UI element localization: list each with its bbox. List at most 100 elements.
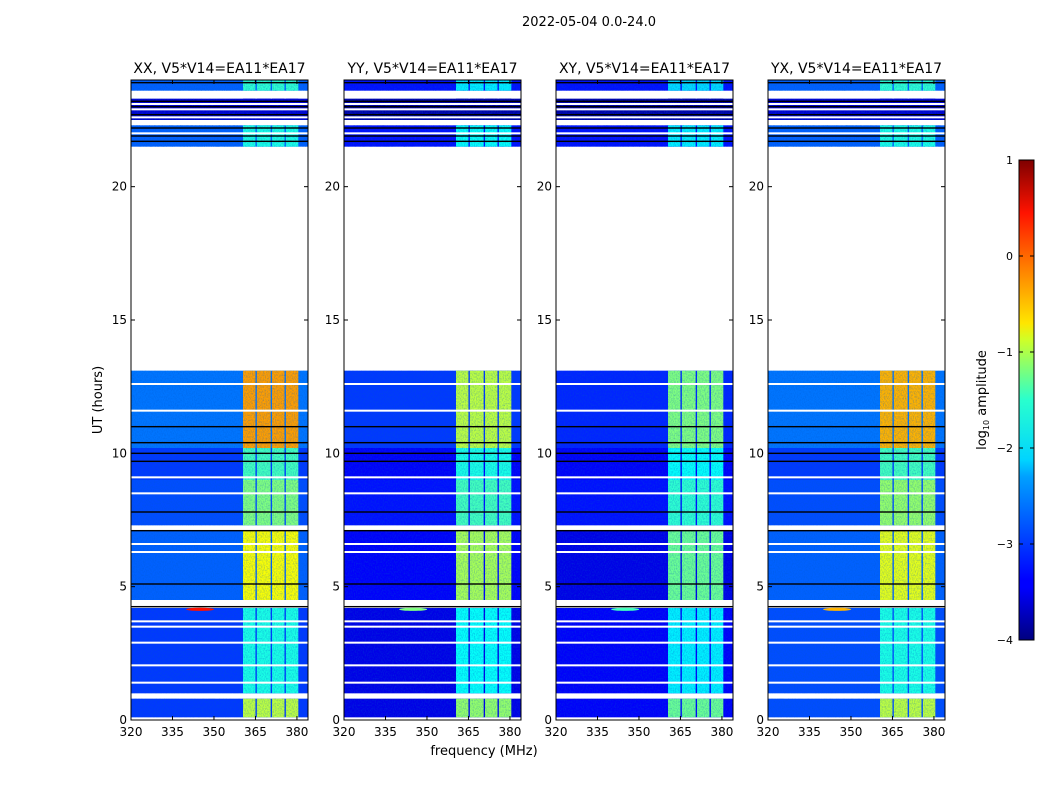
flag-line-white <box>556 620 733 623</box>
heatmap <box>344 80 521 718</box>
flag-line-white <box>344 551 521 553</box>
flag-line-white <box>768 132 945 135</box>
figure-title: 2022-05-04 0.0-24.0 <box>522 15 656 30</box>
y-tick-label: 15 <box>749 313 764 327</box>
noise-texture <box>556 370 733 448</box>
flag-line-white <box>344 543 521 545</box>
flag-line-black <box>556 425 733 428</box>
y-tick-label: 5 <box>332 580 340 594</box>
flag-line-white <box>131 492 308 495</box>
x-tick-label: 335 <box>374 725 397 739</box>
x-tick-label: 320 <box>333 725 356 739</box>
x-axis-label: frequency (MHz) <box>430 744 537 759</box>
flag-line-black <box>131 140 308 143</box>
flag-line-white <box>131 383 308 385</box>
flag-line-black <box>556 511 733 513</box>
flag-line-white <box>768 681 945 684</box>
y-tick-label: 0 <box>332 713 340 727</box>
rfi-spike <box>186 607 215 611</box>
panel-title: XX, V5*V14=EA11*EA17 <box>133 61 305 77</box>
noise-texture <box>131 80 308 91</box>
rfi-spike <box>611 607 640 611</box>
heatmap <box>131 80 308 718</box>
flag-line-black <box>131 583 308 585</box>
y-axis-label: UT (hours) <box>91 366 106 434</box>
flag-line-black <box>556 452 733 455</box>
panel-0: XX, V5*V14=EA11*EA17 320 335 350 365 380 0 5 10 1… <box>112 61 309 739</box>
flag-line-white <box>768 620 945 623</box>
noise-texture <box>131 530 308 600</box>
flag-line-white <box>768 108 945 111</box>
flag-line-white <box>556 641 733 644</box>
flag-line-white <box>556 664 733 667</box>
y-tick-label: 5 <box>756 580 764 594</box>
x-tick-label: 350 <box>628 725 651 739</box>
noise-texture <box>768 80 945 91</box>
y-tick-label: 0 <box>756 713 764 727</box>
flag-line-black <box>768 140 945 143</box>
panel-3: YX, V5*V14=EA11*EA17 320 335 350 365 380 0 5 10 1… <box>749 61 946 739</box>
y-tick-label: 10 <box>112 446 127 460</box>
flag-line-black <box>131 113 308 116</box>
noise-texture <box>131 480 308 526</box>
y-tick-label: 20 <box>112 180 127 194</box>
y-tick-label: 15 <box>537 313 552 327</box>
noise-texture <box>344 530 521 600</box>
y-tick-label: 10 <box>749 446 764 460</box>
flag-line-black <box>344 140 521 143</box>
flag-line-white <box>344 409 521 412</box>
flag-line-black <box>131 425 308 428</box>
noise-texture <box>556 530 733 600</box>
flag-line-black <box>768 583 945 585</box>
x-tick-label: 380 <box>922 725 945 739</box>
flag-line-white <box>131 664 308 667</box>
x-tick-label: 365 <box>881 725 904 739</box>
panel-2: XY, V5*V14=EA11*EA17 320 335 350 365 380 0 5 10 1… <box>537 61 734 739</box>
axes-frame <box>343 79 522 721</box>
flag-line-white <box>768 383 945 385</box>
flag-line-white <box>344 620 521 623</box>
flag-line-white <box>556 116 733 119</box>
x-tick-label: 365 <box>457 725 480 739</box>
flag-line-black <box>344 425 521 428</box>
colorbar-tick-label: −3 <box>997 538 1013 551</box>
flag-line-white <box>556 543 733 545</box>
flag-line-black <box>556 127 733 129</box>
flag-line-white <box>768 551 945 553</box>
noise-texture <box>344 480 521 526</box>
noise-texture <box>556 480 733 526</box>
y-tick-label: 15 <box>325 313 340 327</box>
flag-line-black <box>768 511 945 513</box>
noise-texture <box>344 80 521 91</box>
flag-line-black <box>556 81 733 84</box>
x-tick-label: 365 <box>244 725 267 739</box>
noise-texture <box>556 80 733 91</box>
x-tick-label: 380 <box>285 725 308 739</box>
flag-line-black <box>768 441 945 444</box>
flag-line-white <box>344 641 521 644</box>
colorbar: 10−1−2−3−4 log10 amplitude <box>975 154 1035 647</box>
flag-line-white <box>344 383 521 385</box>
y-tick-label: 0 <box>119 713 127 727</box>
flag-line-white <box>556 103 733 105</box>
noise-texture <box>344 370 521 448</box>
flag-line-black <box>344 100 521 103</box>
flag-line-white <box>344 108 521 111</box>
flag-line-white <box>556 383 733 385</box>
flag-line-white <box>344 116 521 119</box>
flag-line-black <box>344 113 521 116</box>
flag-line-black <box>556 100 733 103</box>
flag-line-black <box>556 105 733 108</box>
flag-line-black <box>768 105 945 108</box>
flag-line-white <box>768 543 945 545</box>
y-tick-label: 20 <box>749 180 764 194</box>
colorbar-label-sub: 10 <box>982 420 991 430</box>
axes-frame <box>767 79 946 721</box>
flag-line-white <box>131 681 308 684</box>
flag-line-white <box>344 664 521 667</box>
heatmap <box>768 80 945 718</box>
flag-line-black <box>556 605 733 608</box>
flag-line-white <box>131 132 308 135</box>
flag-line-white <box>344 103 521 105</box>
flag-line-black <box>131 452 308 455</box>
